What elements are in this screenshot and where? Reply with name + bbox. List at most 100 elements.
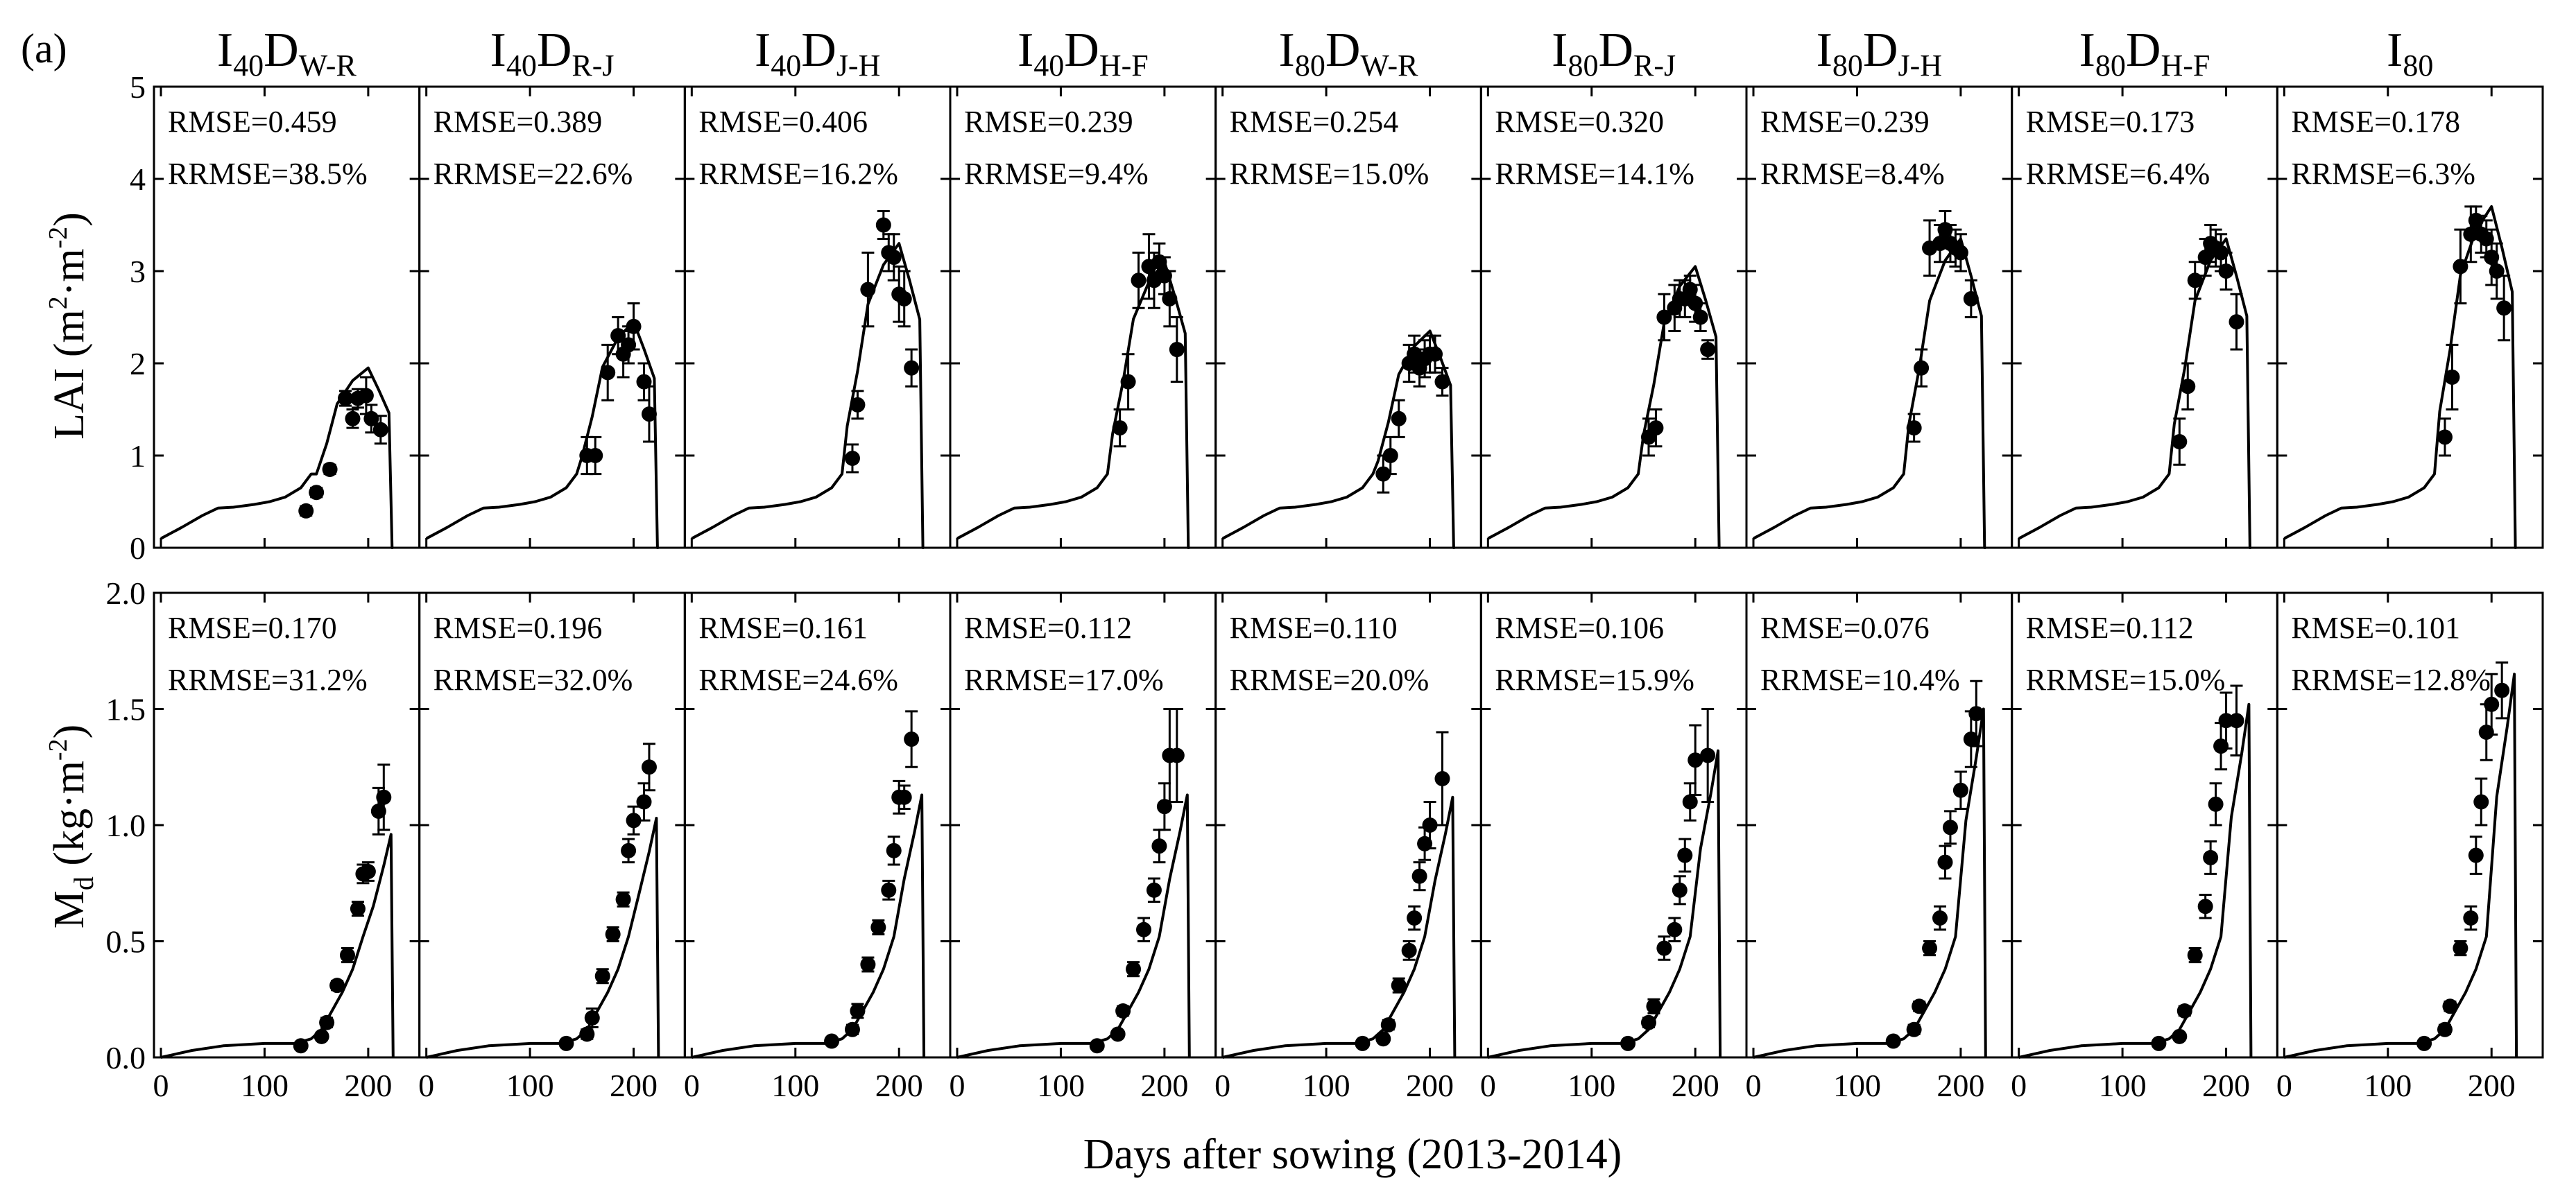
x-tick-label: 200 [2468, 1068, 2516, 1103]
panel-column-9: I80 RMSE=0.178 RRMSE=6.3% 0 100 200 RMSE=0.101… [2276, 24, 2544, 1103]
observed-point [1375, 1031, 1391, 1047]
title-sub1: 40 [506, 49, 537, 83]
title-sub2: H-F [1099, 49, 1149, 83]
simulated-line [2283, 205, 2517, 549]
observed-point [886, 250, 902, 266]
observed-point [2208, 796, 2224, 812]
x-tick-label: 0 [2276, 1068, 2292, 1103]
panel-column-5: I80DW-R RMSE=0.254 RRMSE=15.0% 0 100 200 RMSE=… [1214, 24, 1482, 1103]
observed-point [345, 410, 361, 426]
observed-point [338, 390, 354, 406]
simulated-line [426, 817, 660, 1059]
simulated-line [691, 793, 926, 1059]
lai-panel-frame [2276, 85, 2544, 549]
observed-point [1672, 882, 1688, 898]
x-tick-label: 100 [1303, 1068, 1350, 1103]
simulated-line [691, 242, 925, 549]
observed-point [886, 842, 902, 858]
x-tick-label: 0 [950, 1068, 965, 1103]
title-mid: D [264, 24, 299, 77]
y-tick-label: 0.0 [106, 1040, 146, 1075]
observed-point [1932, 910, 1948, 926]
observed-point [2468, 847, 2484, 863]
title-mid: D [1863, 24, 1898, 77]
observed-point [870, 919, 886, 935]
observed-point [626, 318, 642, 334]
title-main: I [490, 24, 506, 77]
observed-point [844, 1021, 860, 1037]
observed-point [1146, 882, 1162, 898]
observed-point [896, 291, 912, 306]
observed-point [298, 503, 314, 519]
rmse-label: RMSE=0.389 [433, 105, 603, 139]
rrmse-label: RRMSE=10.4% [1760, 663, 1960, 697]
panel-title: I40DR-J [490, 24, 615, 83]
observed-point [1914, 360, 1930, 376]
y-tick-label: 1.0 [106, 808, 146, 843]
observed-point [314, 1028, 329, 1044]
observed-point [881, 882, 897, 898]
simulated-line [1487, 265, 1721, 549]
observed-point [372, 422, 388, 438]
observed-point [626, 813, 642, 829]
title-sub1: 40 [771, 49, 801, 83]
y-tick-label: 0.5 [106, 924, 146, 960]
title-sub2: R-J [572, 49, 614, 83]
title-main: I [1279, 24, 1295, 77]
rrmse-label: RRMSE=38.5% [168, 157, 368, 191]
rmse-label: RMSE=0.112 [964, 611, 1132, 645]
observed-point [1963, 291, 1979, 306]
x-tick-label: 0 [418, 1068, 434, 1103]
observed-point [2437, 1021, 2453, 1037]
observed-point [1380, 1017, 1396, 1033]
lai-panel: RMSE=0.239 RRMSE=9.4% [949, 85, 1217, 549]
observed-point [1427, 346, 1443, 362]
rmse-label: RMSE=0.459 [168, 105, 337, 139]
rmse-label: RMSE=0.112 [2026, 611, 2194, 645]
rmse-label: RMSE=0.161 [698, 611, 868, 645]
rmse-label: RMSE=0.254 [1230, 105, 1399, 139]
observed-point [2473, 794, 2489, 810]
y-tick-label: 4 [130, 162, 146, 197]
title-mid: D [1064, 24, 1099, 77]
observed-point [904, 732, 920, 747]
observed-point [340, 947, 355, 963]
observed-point [2453, 259, 2468, 275]
observed-point [2176, 1003, 2192, 1019]
observed-point [2484, 696, 2500, 712]
simulated-line [425, 320, 659, 549]
md-panel: 0.0 0.5 1.0 1.5 2.0 0 100 200 RMSE=0.170 RRMSE=31… [106, 575, 421, 1103]
observed-point [2203, 849, 2219, 865]
x-tick-label: 100 [1833, 1068, 1881, 1103]
rmse-label: RMSE=0.110 [1230, 611, 1398, 645]
observed-point [605, 926, 621, 942]
lai-panel: RMSE=0.173 RRMSE=6.4% [2011, 85, 2278, 549]
rmse-label: RMSE=0.173 [2026, 105, 2195, 139]
rrmse-label: RRMSE=6.3% [2291, 157, 2475, 191]
title-sub2: H-F [2161, 49, 2210, 83]
x-tick-label: 0 [1214, 1068, 1230, 1103]
observed-point [1682, 794, 1698, 810]
md-panel: 0 100 200 RMSE=0.106 RRMSE=15.9% [1479, 591, 1748, 1103]
observed-point [2416, 1035, 2432, 1051]
observed-point [641, 759, 657, 775]
observed-point [2484, 250, 2500, 266]
observed-point [1355, 1035, 1371, 1051]
simulated-line [160, 366, 394, 549]
rrmse-label: RRMSE=15.9% [1495, 663, 1694, 697]
x-tick-label: 100 [2364, 1068, 2412, 1103]
observed-point [2229, 314, 2244, 330]
x-tick-label: 200 [1672, 1068, 1719, 1103]
observed-point [2172, 434, 2188, 450]
observed-point [363, 410, 379, 426]
rrmse-label: RRMSE=12.8% [2291, 663, 2491, 697]
panel-column-7: I80DJ-H RMSE=0.239 RRMSE=8.4% 0 100 200 RMSE=0… [1745, 24, 2013, 1103]
rmse-label: RMSE=0.320 [1495, 105, 1664, 139]
title-sub1: 80 [1832, 49, 1863, 83]
observed-point [2437, 429, 2453, 445]
lai-panel: RMSE=0.406 RRMSE=16.2% [683, 85, 952, 549]
lai-panel: RMSE=0.239 RRMSE=8.4% [1745, 85, 2013, 549]
title-sub2: R-J [1633, 49, 1676, 83]
observed-point [2197, 899, 2213, 915]
observed-point [2187, 947, 2203, 963]
